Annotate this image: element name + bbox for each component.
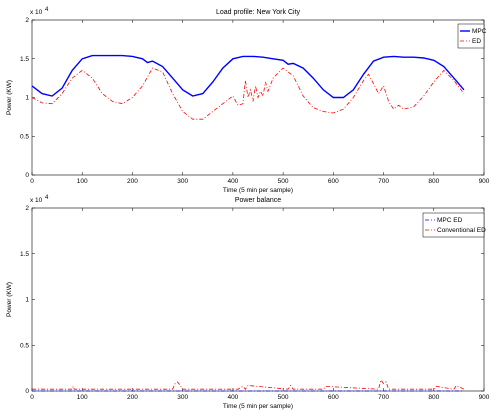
x-tick-label: 200: [127, 394, 138, 401]
x-tick-label: 500: [278, 394, 289, 401]
x-tick-label: 700: [378, 178, 389, 185]
series-line-conventional-ed: [32, 379, 465, 390]
x-tick-label: 800: [428, 178, 439, 185]
x-tick-label: 200: [127, 178, 138, 185]
series-line-ed: [31, 67, 465, 120]
x-tick-label: 400: [227, 178, 238, 185]
x-tick-label: 600: [328, 178, 339, 185]
y-tick-label: 0: [25, 172, 29, 179]
y-tick-label: 2: [25, 17, 29, 24]
legend-box: [422, 212, 485, 238]
y-tick-label: 1.5: [20, 56, 29, 63]
series-line-mpc: [31, 54, 465, 99]
chart-title: Power balance: [235, 197, 281, 204]
plot-frame: [31, 207, 485, 392]
x-tick-label: 600: [328, 394, 339, 401]
x-tick-label: 300: [177, 178, 188, 185]
x-tick-label: 100: [77, 178, 88, 185]
chart-title: Load profile: New York City: [216, 9, 301, 16]
x-tick-label: 900: [479, 394, 490, 401]
y-tick-label: 0: [25, 388, 29, 395]
y-scale-exponent: 4: [45, 7, 49, 13]
y-tick-label: 1.5: [20, 251, 29, 258]
x-tick-label: 700: [378, 394, 389, 401]
y-axis-label: Power (KW): [6, 282, 13, 317]
legend-label: MPC ED: [437, 217, 463, 224]
x-axis-label: Time (5 min per sample): [223, 187, 293, 194]
x-tick-label: 300: [177, 394, 188, 401]
x-tick-label: 500: [278, 178, 289, 185]
y-scale-exponent: 4: [45, 195, 49, 201]
x-tick-label: 400: [227, 394, 238, 401]
x-tick-label: 0: [30, 394, 34, 401]
x-tick-label: 100: [77, 394, 88, 401]
chart-2: Power balance 0 100 200 300 400 500 600 700 800 90…: [6, 195, 490, 410]
y-tick-label: 0.5: [20, 133, 29, 140]
y-tick-label: 1: [25, 297, 29, 304]
y-axis-label: Power (KW): [6, 80, 13, 115]
y-scale-label: x 10: [30, 9, 43, 16]
x-tick-label: 800: [428, 394, 439, 401]
x-tick-label: 0: [30, 178, 34, 185]
y-tick-label: 2: [25, 205, 29, 212]
legend-label: Conventional ED: [437, 227, 486, 234]
legend-label: ED: [472, 38, 481, 45]
legend-box: [457, 23, 485, 49]
x-axis-label: Time (5 min per sample): [223, 403, 293, 410]
y-scale-label: x 10: [30, 197, 43, 204]
y-tick-label: 1: [25, 95, 29, 102]
y-tick-label: 0.5: [20, 342, 29, 349]
legend-label: MPC: [472, 28, 487, 35]
x-tick-label: 900: [479, 178, 490, 185]
